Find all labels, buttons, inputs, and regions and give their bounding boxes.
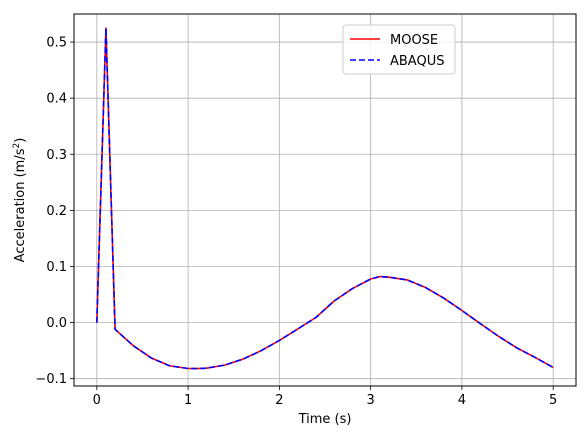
y-axis-label-superscript: 2 bbox=[12, 143, 22, 149]
x-tick-label: 2 bbox=[275, 393, 283, 408]
plot-frame bbox=[73, 13, 577, 387]
legend-box bbox=[342, 24, 456, 75]
x-tick-label: 5 bbox=[549, 393, 557, 408]
y-tick-label: 0.0 bbox=[46, 316, 67, 331]
y-axis-label-main: Acceleration (m/s bbox=[13, 148, 28, 262]
y-axis-label-close: ) bbox=[13, 138, 28, 143]
x-axis-label: Time (s) bbox=[298, 412, 352, 427]
series-layer bbox=[96, 27, 554, 370]
x-tick-label: 0 bbox=[93, 393, 101, 408]
y-tick-label: −0.1 bbox=[35, 372, 67, 387]
y-tick-label: 0.3 bbox=[46, 148, 67, 163]
ticks: 0 1 2 3 4 5 −0.1 0.0 0.1 0.2 0.3 0.4 0.5 bbox=[35, 36, 557, 408]
y-tick-label: 0.5 bbox=[46, 36, 67, 51]
grid bbox=[74, 14, 576, 386]
y-tick-label: 0.4 bbox=[46, 92, 67, 107]
legend-label-abaqus: ABAQUS bbox=[390, 54, 444, 69]
y-tick-label: 0.2 bbox=[46, 204, 67, 219]
series-line-abaqus bbox=[96, 27, 554, 370]
x-tick-label: 1 bbox=[184, 393, 192, 408]
legend: MOOSE ABAQUS bbox=[342, 24, 456, 75]
x-tick-label: 3 bbox=[366, 393, 374, 408]
legend-label-moose: MOOSE bbox=[390, 33, 438, 48]
x-tick-label: 4 bbox=[458, 393, 466, 408]
y-tick-label: 0.1 bbox=[46, 260, 67, 275]
y-axis-label: Acceleration (m/s2) bbox=[12, 138, 28, 263]
